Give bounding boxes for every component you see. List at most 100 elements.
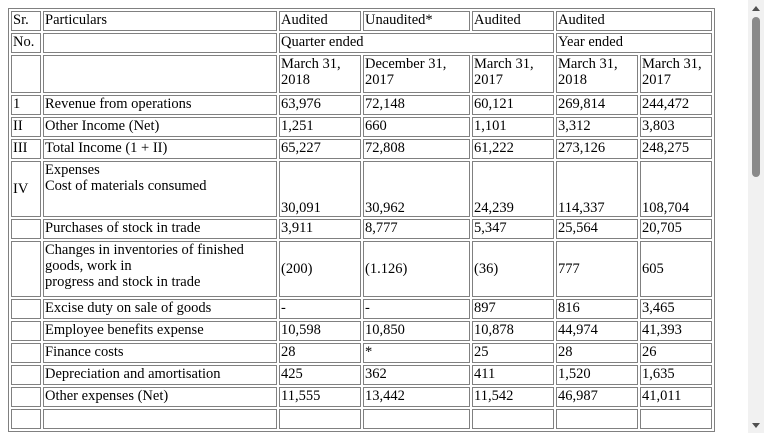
row-value: 60,121 <box>472 95 554 115</box>
row-value: 28 <box>556 343 638 363</box>
financial-results-table: Sr. Particulars Audited Unaudited* Audit… <box>8 8 715 432</box>
scroll-down-arrow-icon[interactable] <box>748 417 764 433</box>
row-label: Expenses Cost of materials consumed <box>43 161 277 217</box>
header-date: March 31, 2017 <box>472 55 554 93</box>
row-sr <box>11 365 41 385</box>
row-value: 44,974 <box>556 321 638 341</box>
header-sr: Sr. <box>11 11 41 31</box>
row-value: 108,704 <box>640 161 712 217</box>
row-value: 425 <box>279 365 361 385</box>
row-sr <box>11 299 41 319</box>
document-viewport: Sr. Particulars Audited Unaudited* Audit… <box>8 8 715 432</box>
row-value: 1,101 <box>472 117 554 137</box>
row-label: Total Income (1 + II) <box>43 139 277 159</box>
row-value: 41,393 <box>640 321 712 341</box>
table-row: Purchases of stock in trade 3,911 8,777 … <box>11 219 712 239</box>
row-sr <box>11 409 41 429</box>
row-value: 1,635 <box>640 365 712 385</box>
table-row: II Other Income (Net) 1,251 660 1,101 3,… <box>11 117 712 137</box>
row-value: 244,472 <box>640 95 712 115</box>
row-value: 777 <box>556 241 638 297</box>
row-value: 72,148 <box>363 95 470 115</box>
table-row: Finance costs 28 * 25 28 26 <box>11 343 712 363</box>
row-value: 25,564 <box>556 219 638 239</box>
header-date: March 31, 2018 <box>556 55 638 93</box>
row-value: 72,808 <box>363 139 470 159</box>
header-particulars: Particulars <box>43 11 277 31</box>
header-status: Audited <box>472 11 554 31</box>
row-value: (200) <box>279 241 361 297</box>
header-status: Audited <box>279 11 361 31</box>
table-row: 1 Revenue from operations 63,976 72,148 … <box>11 95 712 115</box>
header-row-period: No. Quarter ended Year ended <box>11 33 712 53</box>
header-date: March 31, 2018 <box>279 55 361 93</box>
table-row: Employee benefits expense 10,598 10,850 … <box>11 321 712 341</box>
row-label: Finance costs <box>43 343 277 363</box>
row-value: 10,878 <box>472 321 554 341</box>
row-value: 248,275 <box>640 139 712 159</box>
row-value: 3,803 <box>640 117 712 137</box>
row-value: (36) <box>472 241 554 297</box>
header-date: December 31, 2017 <box>363 55 470 93</box>
row-sr <box>11 321 41 341</box>
row-value <box>472 409 554 429</box>
row-value: 13,442 <box>363 387 470 407</box>
header-year-ended: Year ended <box>556 33 712 53</box>
row-value: - <box>363 299 470 319</box>
scrollbar-thumb[interactable] <box>752 17 760 177</box>
row-sr: III <box>11 139 41 159</box>
row-value: 11,542 <box>472 387 554 407</box>
row-label: Excise duty on sale of goods <box>43 299 277 319</box>
table-row <box>11 409 712 429</box>
row-value: - <box>279 299 361 319</box>
row-value: 61,222 <box>472 139 554 159</box>
header-status: Audited <box>556 11 712 31</box>
row-value: 816 <box>556 299 638 319</box>
header-no: No. <box>11 33 41 53</box>
row-value: 3,312 <box>556 117 638 137</box>
row-sr <box>11 387 41 407</box>
row-value <box>279 409 361 429</box>
header-row-dates: March 31, 2018 December 31, 2017 March 31,… <box>11 55 712 93</box>
row-value: 660 <box>363 117 470 137</box>
header-quarter-ended: Quarter ended <box>279 33 554 53</box>
row-label: Other Income (Net) <box>43 117 277 137</box>
scroll-up-arrow-icon[interactable] <box>748 0 764 16</box>
row-value <box>363 409 470 429</box>
expenses-first-label: Cost of materials consumed <box>45 178 207 194</box>
header-status: Unaudited* <box>363 11 470 31</box>
row-label: Employee benefits expense <box>43 321 277 341</box>
row-value: 65,227 <box>279 139 361 159</box>
row-value: 20,705 <box>640 219 712 239</box>
row-sr <box>11 241 41 297</box>
row-value: 411 <box>472 365 554 385</box>
row-value: 269,814 <box>556 95 638 115</box>
row-sr: IV <box>11 161 41 217</box>
row-value: 3,465 <box>640 299 712 319</box>
row-value: 24,239 <box>472 161 554 217</box>
row-value: 362 <box>363 365 470 385</box>
table-row: Changes in inventories of finished goods… <box>11 241 712 297</box>
row-label <box>43 409 277 429</box>
header-row-status: Sr. Particulars Audited Unaudited* Audit… <box>11 11 712 31</box>
table-row: III Total Income (1 + II) 65,227 72,808 … <box>11 139 712 159</box>
row-value: 46,987 <box>556 387 638 407</box>
row-value: 26 <box>640 343 712 363</box>
row-label: Revenue from operations <box>43 95 277 115</box>
vertical-scrollbar[interactable] <box>748 0 764 433</box>
row-value: 114,337 <box>556 161 638 217</box>
row-value: 3,911 <box>279 219 361 239</box>
row-value: 30,091 <box>279 161 361 217</box>
row-value: 1,520 <box>556 365 638 385</box>
row-sr: 1 <box>11 95 41 115</box>
row-value: 273,126 <box>556 139 638 159</box>
row-value: 5,347 <box>472 219 554 239</box>
row-value: 8,777 <box>363 219 470 239</box>
row-value: 25 <box>472 343 554 363</box>
row-value: 11,555 <box>279 387 361 407</box>
row-sr <box>11 343 41 363</box>
row-label: Other expenses (Net) <box>43 387 277 407</box>
row-label: Purchases of stock in trade <box>43 219 277 239</box>
row-value: 1,251 <box>279 117 361 137</box>
row-value: 63,976 <box>279 95 361 115</box>
